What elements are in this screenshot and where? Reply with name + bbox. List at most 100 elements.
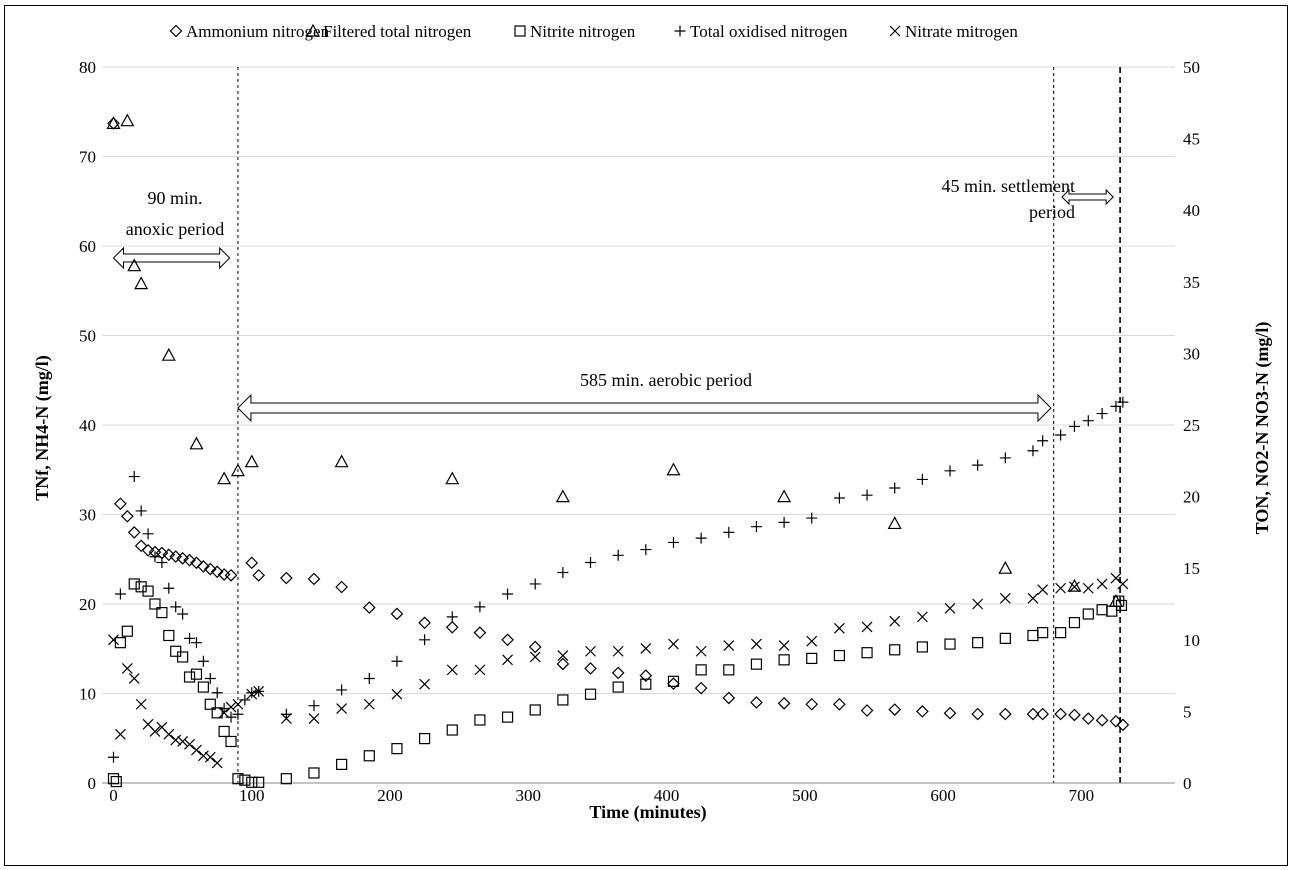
data-point-plus xyxy=(972,459,984,471)
data-point-cross xyxy=(170,734,182,746)
data-point-triangle xyxy=(127,258,142,272)
data-point-plus xyxy=(1055,429,1067,441)
anoxic-label-line2: anoxic period xyxy=(126,219,224,239)
y-left-tick-label: 30 xyxy=(79,506,96,525)
data-point-diamond xyxy=(335,580,348,594)
data-point-cross xyxy=(861,621,873,633)
data-point-square xyxy=(135,581,147,593)
y-left-tick-label: 50 xyxy=(79,327,96,346)
data-point-plus xyxy=(1117,396,1129,408)
x-tick-label: 0 xyxy=(109,786,118,805)
data-point-square xyxy=(142,585,154,597)
data-point-square xyxy=(1106,605,1118,617)
legend-label: Total oxidised nitrogen xyxy=(690,22,848,41)
data-point-diamond xyxy=(169,550,183,563)
data-point-plus xyxy=(723,526,735,538)
y-right-tick-label: 35 xyxy=(1183,273,1200,292)
data-point-cross xyxy=(191,744,202,756)
settlement-period-arrow xyxy=(1061,188,1114,206)
data-point-triangle xyxy=(161,347,176,361)
data-point-square xyxy=(197,681,209,693)
data-point-cross xyxy=(916,611,928,623)
data-point-cross xyxy=(253,685,265,697)
data-point-square xyxy=(833,649,846,662)
data-point-diamond xyxy=(307,572,321,586)
data-point-cross xyxy=(502,654,513,666)
data-point-plus xyxy=(889,482,901,494)
legend-marker-square xyxy=(514,25,526,37)
series-diamond xyxy=(107,117,1130,732)
data-point-square xyxy=(474,714,486,726)
data-point-diamond xyxy=(611,666,625,680)
data-point-diamond xyxy=(203,562,217,576)
data-point-square xyxy=(861,647,873,659)
data-point-cross xyxy=(108,634,119,646)
data-point-square xyxy=(1037,627,1049,639)
data-point-plus xyxy=(585,556,597,568)
data-point-square xyxy=(211,707,223,719)
data-point-cross xyxy=(363,698,375,710)
data-point-plus xyxy=(128,471,140,483)
data-point-square xyxy=(557,694,569,706)
data-point-plus xyxy=(391,655,403,667)
legend-marker-plus xyxy=(674,25,686,37)
data-point-plus xyxy=(149,551,161,563)
data-point-plus xyxy=(419,634,431,646)
data-point-diamond xyxy=(501,633,514,647)
data-point-square xyxy=(225,735,237,748)
legend-marker-cross xyxy=(889,25,901,37)
data-point-plus xyxy=(1037,435,1049,447)
data-point-diamond xyxy=(176,552,189,565)
anoxic-period-arrow xyxy=(112,246,231,270)
data-point-square xyxy=(640,678,652,690)
data-point-cross xyxy=(557,650,569,661)
data-point-triangle xyxy=(887,516,902,530)
data-point-plus xyxy=(135,505,147,517)
settlement-label-line2: period xyxy=(1029,202,1075,222)
y-right-tick-label: 30 xyxy=(1183,344,1200,363)
data-point-square xyxy=(149,598,161,610)
data-point-cross xyxy=(419,678,431,690)
period-arrows xyxy=(112,188,1114,423)
data-point-diamond xyxy=(1068,708,1081,722)
data-point-diamond xyxy=(1026,707,1040,721)
data-point-diamond xyxy=(943,706,957,720)
legend-label: Nitrate mitrogen xyxy=(905,22,1018,41)
y-left-tick-label: 40 xyxy=(79,416,96,435)
data-point-plus xyxy=(184,632,196,644)
data-point-square xyxy=(246,776,258,788)
data-point-diamond xyxy=(667,677,680,691)
x-axis-title: Time (minutes) xyxy=(589,802,706,823)
data-point-cross xyxy=(149,726,161,737)
data-point-diamond xyxy=(750,696,763,709)
data-point-square xyxy=(204,698,216,710)
data-point-square xyxy=(667,675,680,687)
y-right-tick-label: 5 xyxy=(1183,702,1192,721)
data-point-diamond xyxy=(418,616,431,630)
data-point-square xyxy=(363,750,375,762)
data-point-square xyxy=(806,652,818,665)
data-point-plus xyxy=(1068,420,1080,432)
data-point-cross xyxy=(723,640,735,651)
data-point-plus xyxy=(363,672,375,684)
y-right-tick-label: 10 xyxy=(1183,631,1200,650)
data-point-cross xyxy=(225,701,237,713)
data-point-diamond xyxy=(114,497,127,511)
y-right-tick-label: 40 xyxy=(1183,201,1200,220)
data-point-diamond xyxy=(971,707,985,721)
gridlines xyxy=(102,66,1175,694)
data-point-diamond xyxy=(639,669,653,682)
x-axis-ticks: 0 100 200 300 400 500 600 700 xyxy=(109,786,1094,805)
data-point-cross xyxy=(1069,581,1080,593)
data-point-plus xyxy=(944,465,956,477)
data-point-plus xyxy=(1082,415,1094,427)
data-point-diamond xyxy=(252,569,266,582)
data-point-diamond xyxy=(183,553,196,567)
data-point-diamond xyxy=(279,571,293,585)
data-point-cross xyxy=(1037,584,1049,596)
data-point-plus xyxy=(170,601,182,613)
data-point-plus xyxy=(806,512,818,524)
series-plus xyxy=(108,396,1129,763)
y-left-axis-ticks: 0 10 20 30 40 50 60 70 80 xyxy=(79,58,96,793)
